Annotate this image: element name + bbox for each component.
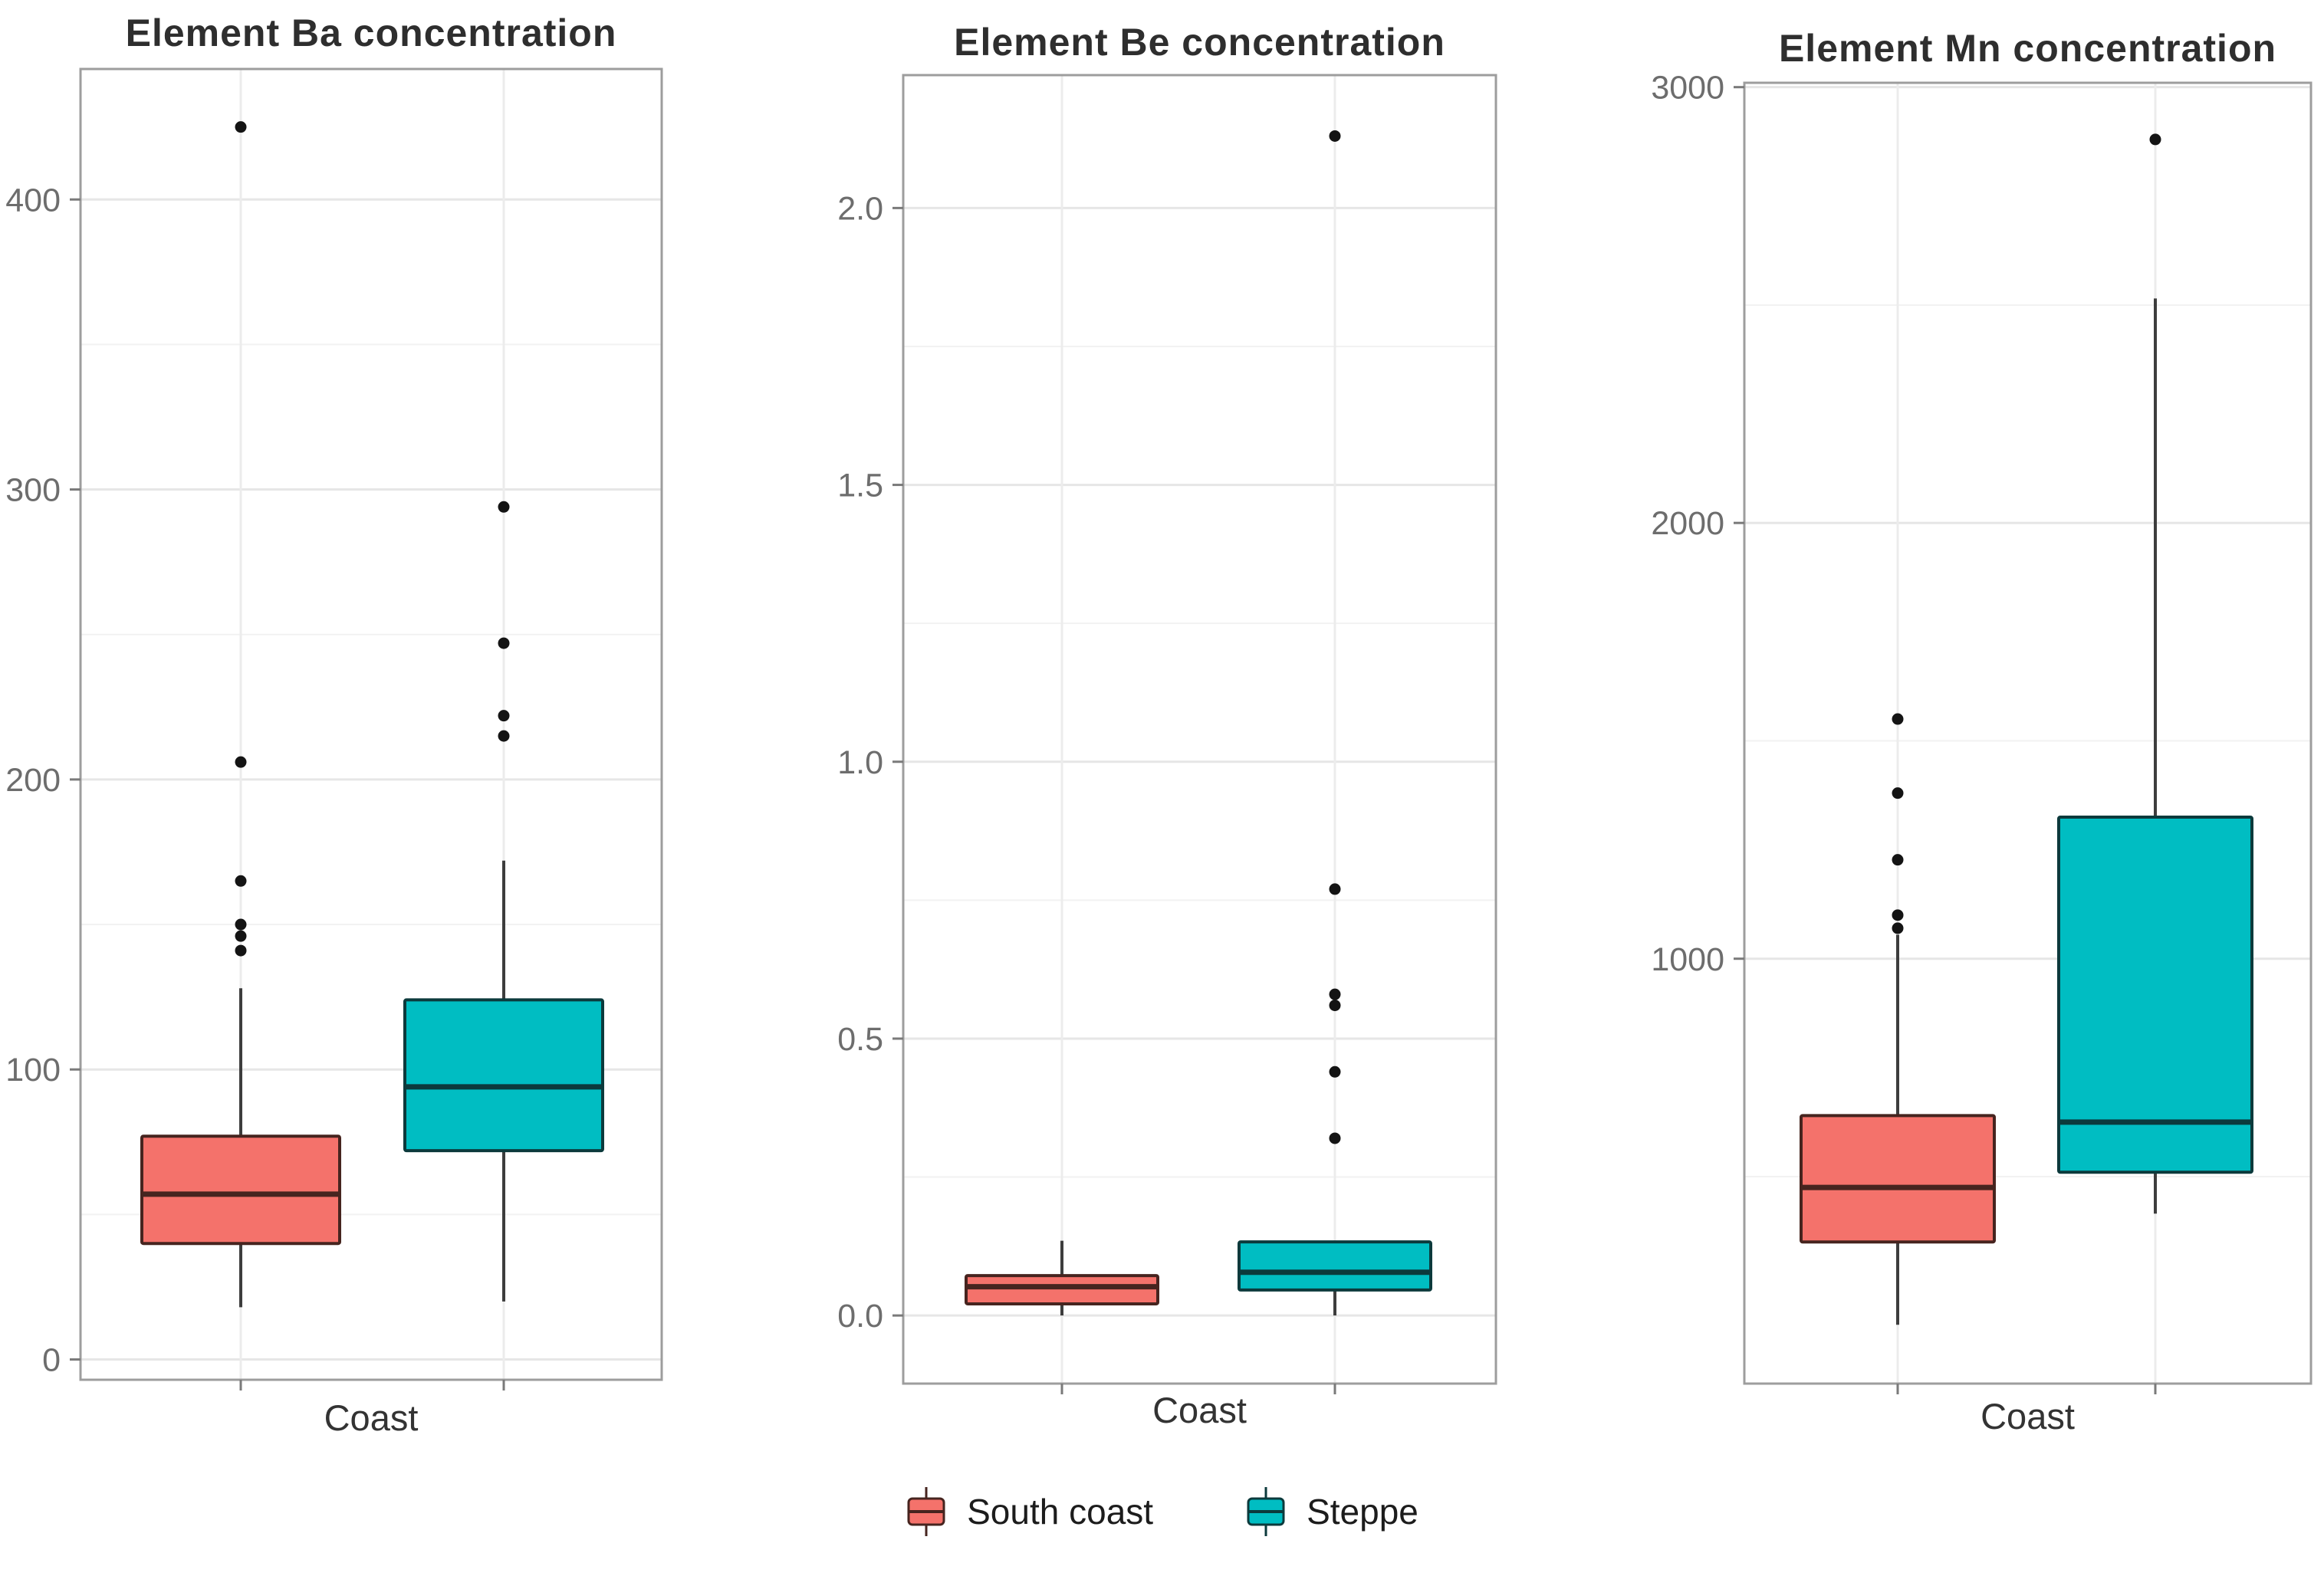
- outlier-point-south-coast: [1892, 922, 1904, 934]
- y-tick-label: 2000: [1651, 505, 1724, 542]
- y-tick-label: 1.5: [837, 468, 883, 504]
- outlier-point-south-coast: [235, 121, 247, 133]
- panel-border: [1743, 81, 2312, 1385]
- box-steppe: [1238, 1240, 1432, 1292]
- outlier-point-south-coast: [1892, 854, 1904, 866]
- y-tick-label: 3000: [1651, 70, 1724, 107]
- outlier-point-steppe: [1329, 1132, 1341, 1144]
- box-steppe: [403, 998, 604, 1153]
- y-tick-label: 2.0: [837, 190, 883, 227]
- y-tick-label: 1000: [1651, 941, 1724, 978]
- x-axis-label-mn: Coast: [1980, 1396, 2075, 1436]
- box-south-coast: [140, 1134, 341, 1246]
- legend: South coast Steppe: [0, 1484, 2324, 1539]
- boxplot-key-icon-south-coast: [907, 1487, 945, 1536]
- y-tick-label: 100: [5, 1052, 61, 1088]
- y-tick-label: 0: [42, 1342, 61, 1379]
- y-tick-label: 1.0: [837, 744, 883, 781]
- outlier-point-south-coast: [235, 918, 247, 931]
- outlier-point-steppe: [498, 730, 510, 742]
- outlier-point-south-coast: [1892, 787, 1904, 799]
- chart-title-be: Element Be concentration: [954, 21, 1445, 64]
- panel-border: [902, 74, 1497, 1385]
- legend-label-south-coast: South coast: [967, 1492, 1154, 1532]
- outlier-point-steppe: [1329, 1065, 1341, 1078]
- chart-title-ba: Element Ba concentration: [125, 11, 617, 54]
- legend-item-steppe: Steppe: [1245, 1484, 1418, 1539]
- outlier-point-south-coast: [235, 875, 247, 887]
- y-tick-label: 0.5: [837, 1021, 883, 1058]
- x-axis-label-ba: Coast: [324, 1397, 419, 1438]
- box-south-coast: [965, 1274, 1159, 1305]
- outlier-point-south-coast: [1892, 909, 1904, 921]
- y-tick-label: 400: [5, 182, 61, 218]
- y-tick-label: 0.0: [837, 1298, 883, 1335]
- chart-title-mn: Element Mn concentration: [1778, 27, 2277, 70]
- outlier-point-steppe: [1329, 130, 1341, 142]
- outlier-point-south-coast: [235, 756, 247, 768]
- outlier-point-steppe: [498, 501, 510, 513]
- box-south-coast: [1800, 1114, 1996, 1244]
- x-axis-label-be: Coast: [1152, 1390, 1247, 1430]
- outlier-point-south-coast: [1892, 713, 1904, 725]
- outlier-point-steppe: [1329, 883, 1341, 895]
- panel-background: [903, 75, 1496, 1384]
- legend-label-steppe: Steppe: [1307, 1492, 1418, 1532]
- y-tick-label: 200: [5, 762, 61, 799]
- outlier-point-steppe: [498, 637, 510, 649]
- outlier-point-south-coast: [235, 944, 247, 957]
- panel-border: [79, 67, 663, 1381]
- box-steppe: [2057, 815, 2253, 1174]
- legend-item-south-coast: South coast: [906, 1484, 1153, 1539]
- outlier-point-south-coast: [235, 930, 247, 942]
- outlier-point-steppe: [1329, 988, 1341, 1000]
- outlier-point-steppe: [1329, 1000, 1341, 1012]
- boxplot-key-icon-steppe: [1247, 1487, 1285, 1536]
- y-tick-label: 300: [5, 472, 61, 509]
- outlier-point-steppe: [2149, 133, 2161, 146]
- outlier-point-steppe: [498, 710, 510, 722]
